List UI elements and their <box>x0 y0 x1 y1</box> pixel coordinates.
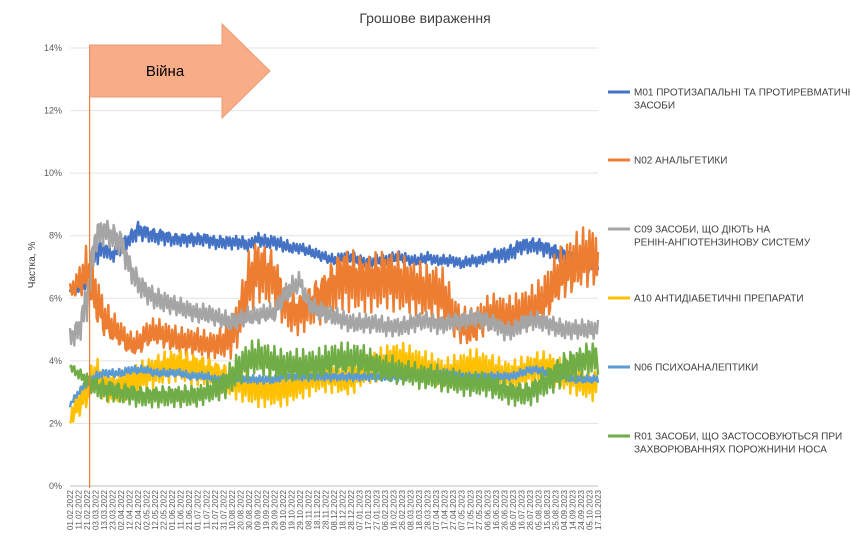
series-lines <box>68 219 600 424</box>
x-tick-label: 12.05.2022 <box>151 489 160 530</box>
y-tick-label: 10% <box>44 168 62 178</box>
x-tick-label: 17.10.2023 <box>594 489 603 530</box>
x-tick-label: 04.09.2023 <box>560 489 569 530</box>
legend-label: M01 ПРОТИЗАПАЛЬНІ ТА ПРОТИРЕВМАТИЧНІ ЗАСО… <box>634 88 850 112</box>
x-tick-label: 18.03.2023 <box>415 489 424 530</box>
x-tick-label: 29.10.2022 <box>296 489 305 530</box>
x-tick-label: 01.06.2022 <box>168 489 177 530</box>
x-tick-label: 16.06.2023 <box>492 489 501 530</box>
x-tick-label: 07.05.2023 <box>458 489 467 530</box>
x-tick-label: 17.04.2023 <box>441 489 450 530</box>
legend-label: C09 ЗАСОБИ, ЩО ДІЮТЬ НА РЕНІН-АНГІОТЕНЗИН… <box>634 225 811 249</box>
x-tick-label: 02.04.2022 <box>117 489 126 530</box>
x-tick-label: 21.02.2022 <box>83 489 92 530</box>
x-tick-label: 08.03.2023 <box>407 489 416 530</box>
x-tick-label: 31.07.2022 <box>219 489 228 530</box>
y-tick-label: 4% <box>49 356 62 366</box>
x-tick-label: 08.11.2022 <box>304 489 313 529</box>
war-label: Війна <box>146 63 185 80</box>
series-line <box>68 220 600 297</box>
y-axis: 0% 2% 4% 6% 8% 10% 12% 14% <box>44 43 62 491</box>
x-tick-label: 17.01.2023 <box>364 489 373 530</box>
legend-label: N02 АНАЛЬГЕТИКИ <box>634 156 727 167</box>
x-tick-label: 02.05.2022 <box>143 489 152 530</box>
y-tick-label: 0% <box>49 481 62 491</box>
x-tick-label: 11.02.2022 <box>75 489 84 529</box>
x-tick-label: 30.08.2022 <box>245 489 254 530</box>
x-tick-label: 07.04.2023 <box>432 489 441 530</box>
x-tick-label: 25.08.2023 <box>551 489 560 530</box>
x-tick-label: 21.06.2022 <box>185 489 194 530</box>
y-tick-label: 6% <box>49 293 62 303</box>
x-tick-label: 26.06.2023 <box>500 489 509 530</box>
x-tick-label: 07.01.2023 <box>356 489 365 530</box>
x-tick-label: 05.10.2023 <box>585 489 594 530</box>
y-tick-label: 8% <box>49 231 62 241</box>
x-tick-label: 20.08.2022 <box>236 489 245 530</box>
x-tick-label: 05.08.2023 <box>534 489 543 530</box>
y-axis-label: Частка, % <box>27 242 38 289</box>
x-tick-label: 26.02.2023 <box>398 489 407 530</box>
x-tick-label: 23.03.2022 <box>109 489 118 530</box>
x-tick-label: 01.02.2022 <box>66 489 75 530</box>
x-tick-label: 27.04.2023 <box>449 489 458 530</box>
war-annotation: Війна <box>88 22 271 488</box>
series-line <box>68 338 600 409</box>
series-line <box>68 226 600 360</box>
x-tick-label: 09.09.2022 <box>253 489 262 530</box>
y-tick-label: 12% <box>44 106 62 116</box>
x-tick-label: 17.05.2023 <box>466 489 475 530</box>
x-tick-label: 06.07.2023 <box>509 489 518 530</box>
chart-title: Грошове вираження <box>359 10 490 26</box>
x-tick-label: 18.11.2022 <box>313 489 322 529</box>
x-tick-label: 19.09.2022 <box>262 489 271 530</box>
series-line <box>68 364 600 408</box>
x-tick-label: 27.05.2023 <box>475 489 484 530</box>
legend-label: N06 ПСИХОАНАЛЕПТИКИ <box>634 363 758 374</box>
legend-label: R01 ЗАСОБИ, ЩО ЗАСТОСОВУЮТЬСЯ ПРИ ЗАХВОРЮ… <box>634 432 842 456</box>
x-tick-label: 24.09.2023 <box>577 489 586 530</box>
x-tick-label: 26.07.2023 <box>526 489 535 530</box>
war-arrow-shape <box>89 22 271 120</box>
x-tick-label: 16.07.2023 <box>517 489 526 530</box>
x-tick-label: 15.08.2023 <box>543 489 552 530</box>
x-tick-label: 27.01.2023 <box>373 489 382 530</box>
x-tick-label: 08.12.2022 <box>330 489 339 530</box>
x-tick-label: 18.12.2022 <box>339 489 348 530</box>
legend: M01 ПРОТИЗАПАЛЬНІ ТА ПРОТИРЕВМАТИЧНІ ЗАСО… <box>608 88 850 456</box>
x-tick-label: 06.02.2023 <box>381 489 390 530</box>
series-line <box>68 219 600 347</box>
x-tick-label: 29.09.2022 <box>270 489 279 530</box>
x-tick-label: 12.04.2022 <box>126 489 135 530</box>
gridlines <box>70 47 598 487</box>
x-tick-label: 10.08.2022 <box>228 489 237 530</box>
x-tick-label: 22.04.2022 <box>134 489 143 530</box>
y-tick-label: 2% <box>49 418 62 428</box>
x-tick-label: 03.03.2022 <box>92 489 101 530</box>
x-tick-label: 28.12.2022 <box>347 489 356 530</box>
x-tick-label: 19.10.2022 <box>287 489 296 530</box>
y-tick-label: 14% <box>44 43 62 53</box>
x-tick-label: 13.03.2022 <box>100 489 109 530</box>
x-tick-label: 28.03.2023 <box>424 489 433 530</box>
x-tick-label: 22.05.2022 <box>160 489 169 530</box>
x-tick-label: 28.11.2022 <box>321 489 330 529</box>
x-tick-label: 21.07.2022 <box>211 489 220 530</box>
x-tick-label: 16.02.2023 <box>390 489 399 530</box>
x-tick-label: 14.09.2023 <box>568 489 577 530</box>
x-tick-label: 11.07.2022 <box>202 489 211 529</box>
x-tick-label: 01.07.2022 <box>194 489 203 530</box>
x-tick-label: 11.06.2022 <box>177 489 186 529</box>
legend-label: A10 АНТИДІАБЕТИЧНІ ПРЕПАРАТИ <box>634 294 804 305</box>
x-axis: 01.02.2022 11.02.2022 21.02.2022 03.03.2022… <box>66 489 603 530</box>
x-tick-label: 09.10.2022 <box>279 489 288 530</box>
x-tick-label: 06.06.2023 <box>483 489 492 530</box>
